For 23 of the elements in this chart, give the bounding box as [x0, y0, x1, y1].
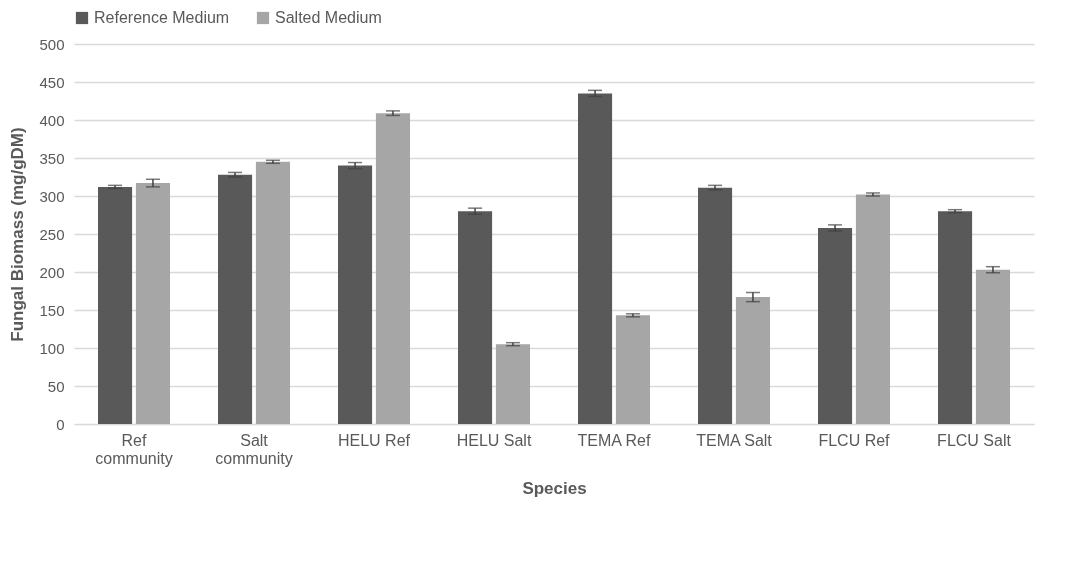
legend-label: Salted Medium	[275, 9, 382, 26]
y-tick-label: 300	[39, 187, 65, 205]
y-tick-label: 250	[39, 225, 65, 243]
x-tick-label: TEMA Salt	[696, 431, 773, 449]
y-tick-label: 150	[39, 301, 65, 319]
y-tick-label: 100	[39, 339, 65, 357]
y-tick-label: 200	[39, 263, 65, 281]
y-axis-title: Fungal Biomass (mg/gDM)	[8, 127, 28, 342]
x-tick-label: HELU Ref	[337, 431, 411, 449]
y-tick-label: 350	[39, 149, 65, 167]
x-tick-label: TEMA Ref	[577, 431, 652, 449]
x-tick-label: FLCU Salt	[937, 431, 1012, 449]
legend-label: Reference Medium	[94, 9, 230, 26]
x-axis-title: Species	[522, 478, 587, 498]
y-tick-label: 0	[56, 415, 65, 433]
y-tick-label: 50	[47, 377, 65, 395]
x-tick-label: Ref community	[95, 431, 173, 467]
y-tick-label: 400	[39, 111, 65, 129]
y-tick-label: 450	[39, 73, 65, 91]
y-tick-label: 500	[39, 35, 65, 53]
x-tick-label: HELU Salt	[456, 431, 532, 449]
x-tick-label: FLCU Ref	[818, 431, 891, 449]
x-tick-label: Salt community	[215, 431, 293, 467]
